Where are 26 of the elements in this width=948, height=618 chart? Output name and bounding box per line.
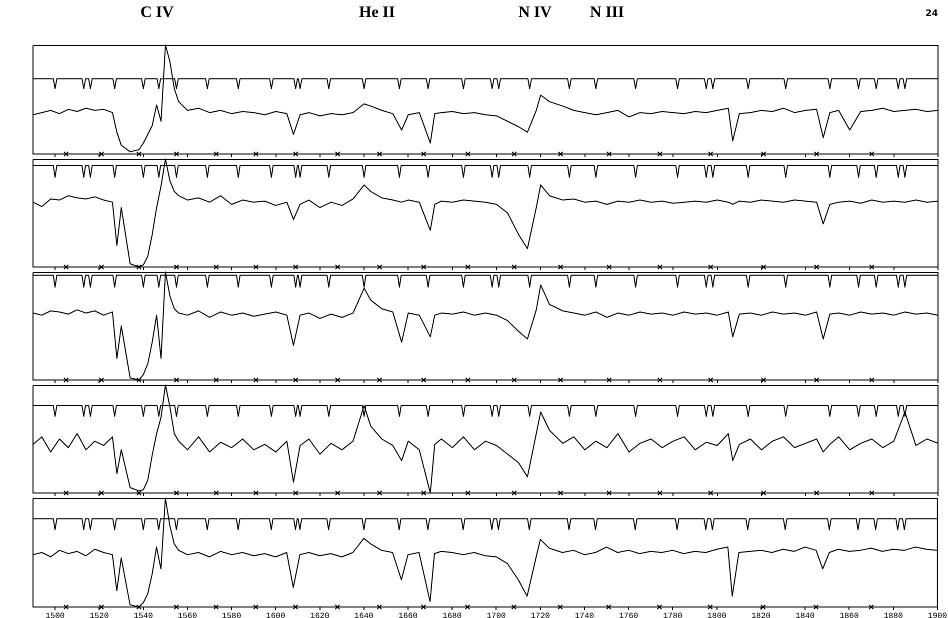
x-tick-label: 1760 xyxy=(618,612,638,618)
x-tick-label: 1500 xyxy=(45,612,65,618)
x-tick-label: 1900 xyxy=(928,612,948,618)
x-tick-label: 1780 xyxy=(663,612,682,618)
text: C IV xyxy=(140,4,174,21)
text: N IV xyxy=(518,4,552,21)
x-tick-label: 1520 xyxy=(90,612,109,618)
text: 24 xyxy=(925,8,938,18)
x-tick-label: 1880 xyxy=(884,612,904,618)
x-tick-label: 1800 xyxy=(707,612,727,618)
x-tick-label: 1640 xyxy=(354,612,374,618)
x-tick-label: 1540 xyxy=(134,612,154,618)
x-tick-label: 1620 xyxy=(310,612,330,618)
x-tick-label: 1740 xyxy=(574,612,594,618)
x-tick-label: 1820 xyxy=(751,612,771,618)
text: N III xyxy=(590,4,624,21)
x-tick-label: 1660 xyxy=(398,612,418,618)
x-tick-label: 1860 xyxy=(840,612,859,618)
x-tick-label: 1700 xyxy=(486,612,506,618)
x-tick-label: 1580 xyxy=(222,612,242,618)
x-tick-label: 1720 xyxy=(530,612,550,618)
x-tick-label: 1680 xyxy=(442,612,462,618)
x-tick-label: 1840 xyxy=(795,612,815,618)
x-tick-label: 1560 xyxy=(178,612,198,618)
text: He II xyxy=(359,4,395,21)
x-tick-label: 1600 xyxy=(266,612,286,618)
